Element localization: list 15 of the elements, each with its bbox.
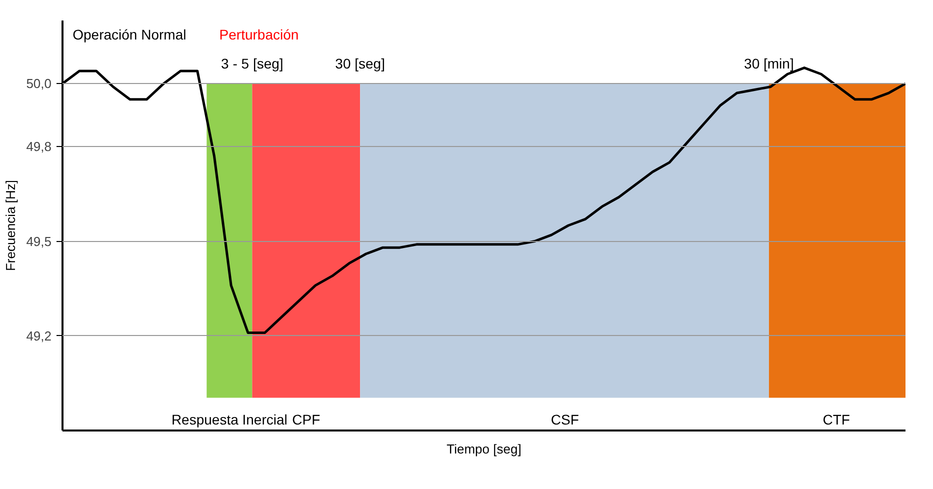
y-tick-label: 49,5	[26, 234, 52, 249]
x-axis-title: Tiempo [seg]	[446, 442, 522, 456]
annotation: 3 - 5 [seg]	[221, 56, 284, 72]
annotation: 30 [seg]	[335, 56, 385, 72]
y-tick-label: 49,2	[26, 328, 52, 344]
annotation: Perturbación	[219, 26, 299, 42]
annotation: 30 [min]	[744, 56, 794, 72]
y-tick-label: 50,0	[26, 76, 52, 92]
annotation: CPF	[292, 412, 320, 428]
annotation: CTF	[822, 412, 850, 428]
annotation: CSF	[550, 412, 579, 428]
annotation: Operación Normal	[72, 26, 186, 42]
y-tick-label: 49,8	[26, 139, 52, 154]
y-axis-title: Frecuencia [Hz]	[3, 180, 18, 272]
annotation: Respuesta Inercial	[171, 412, 288, 428]
